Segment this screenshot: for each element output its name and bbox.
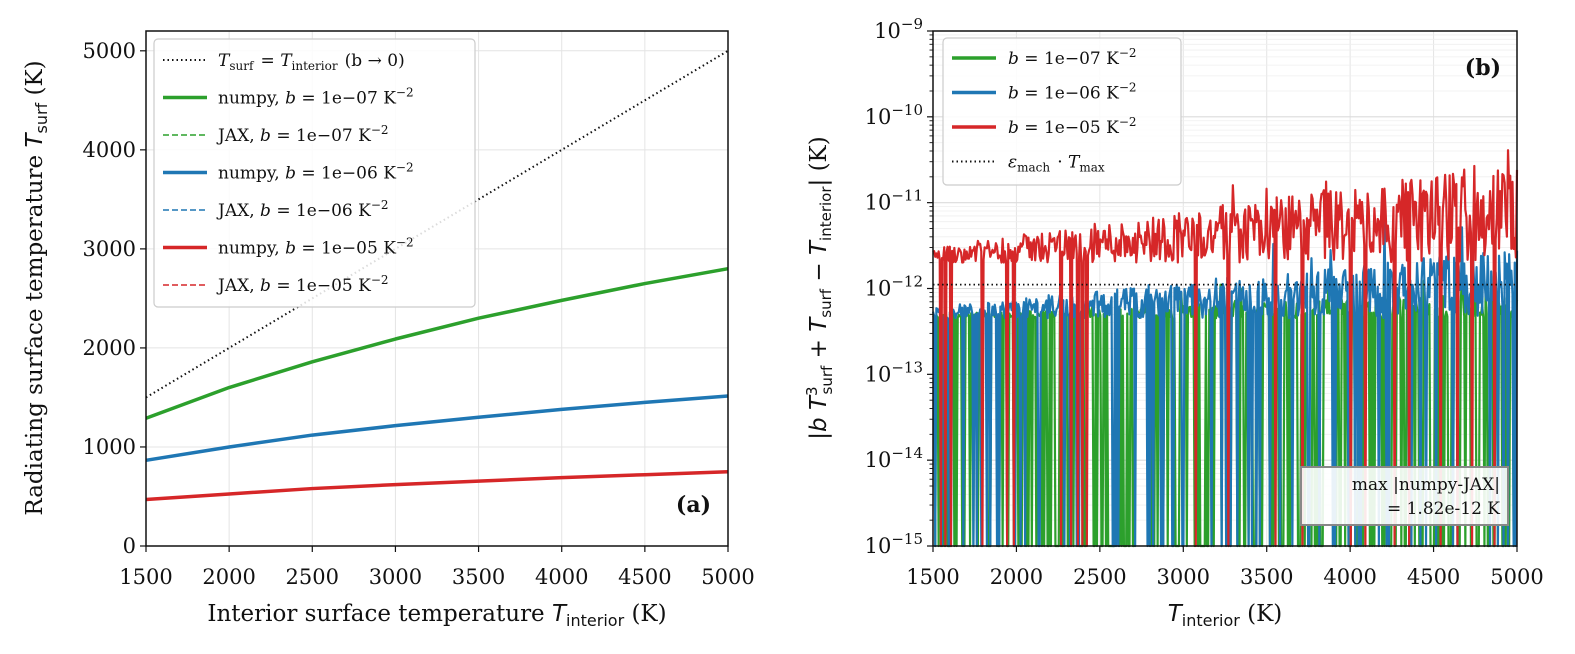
annotation-line-2: = 1.82e-12 K: [1387, 499, 1500, 519]
legend-label-3: numpy, b = 1e−06 K−2: [218, 161, 415, 184]
panel-a-y-ticks: 0 1000 2000 3000 4000 5000: [83, 39, 146, 558]
y-tick-label: 10−15: [865, 530, 923, 558]
x-tick-label: 4000: [535, 565, 588, 589]
x-tick-label: 3500: [1240, 565, 1293, 589]
y-tick-label: 1000: [83, 435, 136, 459]
annotation-line-1: max |numpy-JAX|: [1352, 475, 1500, 495]
legend-label-2: b = 1e−05 K−2: [1008, 115, 1138, 138]
y-tick-label: 10−10: [865, 101, 923, 129]
series-line-1: [931, 218, 1519, 548]
panel-a-xlabel: Interior surface temperature Tinterior (…: [207, 601, 666, 630]
legend-label-1: b = 1e−06 K−2: [1008, 81, 1138, 104]
y-tick-label: 10−13: [865, 358, 923, 386]
panel-b-x-ticks: 1500 2000 2500 3000 3500 4000 4500 5000: [906, 546, 1544, 589]
panel-b-legend: b = 1e−07 K−2 b = 1e−06 K−2 b = 1e−05 K−…: [942, 37, 1182, 186]
panel-b: 1500 2000 2500 3000 3500 4000 4500 5000 10−1510…: [803, 15, 1544, 630]
x-tick-label: 4500: [1407, 565, 1460, 589]
x-tick-label: 3000: [369, 565, 422, 589]
panel-a: 1500 2000 2500 3000 3500 4000 4500 5000 0 1000 20…: [22, 30, 755, 630]
x-tick-label: 3000: [1157, 565, 1210, 589]
y-tick-label: 5000: [83, 39, 136, 63]
series-line-4: [145, 395, 729, 462]
x-tick-label: 2000: [202, 565, 255, 589]
x-tick-label: 1500: [906, 565, 959, 589]
panel-b-annotation: max |numpy-JAX| = 1.82e-12 K: [1300, 466, 1509, 526]
legend-label-4: JAX, b = 1e−06 K−2: [216, 198, 390, 221]
x-tick-label: 2500: [286, 565, 339, 589]
y-tick-label: 10−9: [874, 15, 923, 43]
panel-b-legend-box: [942, 37, 1182, 186]
x-tick-label: 1500: [119, 565, 172, 589]
legend-label-0: Tsurf = Tinterior (b → 0): [218, 51, 405, 73]
panel-b-lines: [931, 149, 1519, 548]
y-tick-label: 0: [123, 534, 136, 558]
legend-label-0: b = 1e−07 K−2: [1008, 46, 1138, 69]
y-tick-label: 3000: [83, 237, 136, 261]
series-line-5: [145, 469, 729, 502]
panel-b-label: (b): [1465, 55, 1501, 81]
x-tick-label: 4000: [1323, 565, 1376, 589]
panel-a-ylabel: Radiating surface temperature Tsurf (K): [22, 60, 51, 515]
panel-b-ylabel: |b T3surf + Tsurf − Tinterior| (K): [803, 136, 836, 439]
x-tick-label: 5000: [701, 565, 754, 589]
legend-label-1: numpy, b = 1e−07 K−2: [218, 86, 415, 109]
panel-a-x-ticks: 1500 2000 2500 3000 3500 4000 4500 5000: [119, 546, 755, 589]
legend-label-2: JAX, b = 1e−07 K−2: [216, 123, 390, 146]
panel-a-legend: Tsurf = Tinterior (b → 0) numpy, b = 1e−0…: [153, 38, 476, 308]
panel-a-frame: [145, 30, 729, 547]
x-tick-label: 2000: [990, 565, 1043, 589]
y-tick-label: 10−14: [865, 444, 923, 472]
x-tick-label: 2500: [1073, 565, 1126, 589]
series-line-2: [932, 149, 1519, 548]
y-tick-label: 4000: [83, 138, 136, 162]
panel-a-legend-box: [153, 38, 476, 308]
y-tick-label: 10−12: [865, 273, 923, 301]
panel-b-y-ticks: 10−15 10−14 10−13 10−12 10−11 10−10 10−9: [865, 15, 933, 558]
legend-label-5: numpy, b = 1e−05 K−2: [218, 236, 415, 259]
x-tick-label: 5000: [1490, 565, 1543, 589]
x-tick-label: 4500: [618, 565, 671, 589]
y-tick-label: 10−11: [865, 187, 923, 215]
annotation-box: [1300, 466, 1509, 526]
series-line-3: [145, 394, 729, 463]
series-line-6: [145, 470, 729, 501]
panel-b-xlabel: Tinterior (K): [1168, 601, 1283, 630]
y-tick-label: 2000: [83, 336, 136, 360]
panel-a-label: (a): [676, 492, 711, 518]
series-line-2: [145, 267, 729, 419]
x-tick-label: 3500: [452, 565, 505, 589]
legend-label-3: εmach · Tmax: [1008, 153, 1106, 175]
legend-label-6: JAX, b = 1e−05 K−2: [216, 273, 390, 296]
